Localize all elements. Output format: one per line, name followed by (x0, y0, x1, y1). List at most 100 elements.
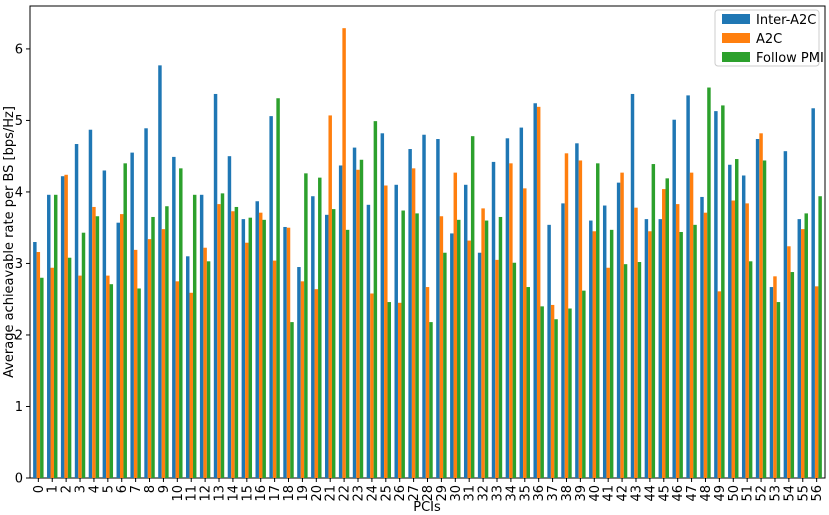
bar-a2c-44 (648, 231, 652, 478)
bar-inter-a2c-40 (589, 220, 593, 479)
bar-a2c-49 (717, 291, 722, 478)
bar-inter-a2c-38 (561, 203, 565, 478)
x-tick-label: 7 (129, 485, 144, 493)
x-tick-label: 31 (463, 485, 478, 502)
x-tick-label: 24 (365, 485, 380, 502)
legend-label: Inter-A2C (756, 13, 816, 28)
bar-follow-pmi-24 (373, 121, 378, 478)
x-tick-label: 29 (435, 485, 450, 502)
x-tick-label: 41 (602, 485, 617, 502)
bar-follow-pmi-45 (665, 178, 669, 478)
bar-a2c-16 (258, 212, 263, 478)
x-tick-label: 1 (46, 485, 61, 493)
y-tick-label: 1 (15, 400, 23, 415)
y-tick-label: 3 (15, 257, 23, 272)
bar-a2c-22 (342, 28, 346, 478)
x-tick-label: 8 (143, 485, 158, 493)
x-tick-label: 28 (421, 485, 436, 502)
bar-inter-a2c-42 (616, 182, 621, 478)
y-tick-label: 5 (15, 114, 23, 129)
bar-follow-pmi-35 (526, 287, 530, 478)
bar-follow-pmi-38 (568, 308, 572, 478)
bar-follow-pmi-54 (790, 272, 795, 478)
bar-follow-pmi-18 (290, 322, 294, 478)
bar-follow-pmi-51 (748, 261, 753, 478)
bar-inter-a2c-33 (491, 161, 496, 478)
x-tick-label: 13 (213, 485, 228, 502)
bar-inter-a2c-44 (644, 219, 649, 478)
y-tick-label: 4 (15, 185, 23, 200)
bar-inter-a2c-15 (241, 219, 246, 478)
bar-a2c-10 (175, 281, 180, 478)
bar-inter-a2c-16 (255, 201, 259, 479)
bar-follow-pmi-10 (179, 168, 183, 478)
bar-inter-a2c-13 (213, 93, 218, 479)
bar-a2c-26 (397, 302, 402, 478)
bar-follow-pmi-6 (123, 163, 127, 478)
x-tick-label: 6 (115, 485, 130, 493)
bar-follow-pmi-21 (331, 209, 336, 478)
bar-inter-a2c-51 (741, 175, 746, 479)
x-tick-label: 22 (338, 485, 353, 502)
bar-follow-pmi-4 (95, 216, 100, 478)
x-tick-label: 54 (782, 485, 797, 502)
bar-a2c-50 (731, 200, 735, 478)
x-tick-label: 46 (671, 485, 686, 502)
bar-inter-a2c-46 (672, 119, 676, 479)
bar-follow-pmi-46 (679, 231, 683, 478)
bar-inter-a2c-4 (88, 129, 93, 478)
bar-inter-a2c-19 (297, 267, 301, 478)
bar-follow-pmi-8 (151, 216, 155, 478)
bar-inter-a2c-30 (450, 233, 454, 478)
bar-a2c-29 (439, 216, 444, 478)
bar-a2c-12 (203, 247, 207, 478)
bar-a2c-37 (550, 304, 555, 478)
bar-a2c-51 (745, 203, 749, 478)
x-tick-label: 20 (310, 485, 325, 502)
x-tick-label: 39 (574, 485, 589, 502)
x-tick-label: 25 (379, 485, 394, 502)
x-axis-label: PCIs (413, 500, 441, 515)
bar-a2c-18 (286, 227, 291, 478)
bar-inter-a2c-22 (338, 165, 343, 479)
x-tick-label: 18 (282, 485, 297, 502)
bar-a2c-52 (759, 133, 763, 479)
x-tick-label: 34 (504, 485, 519, 502)
bar-a2c-53 (773, 276, 777, 478)
bar-a2c-42 (620, 172, 624, 478)
x-tick-label: 14 (226, 485, 241, 502)
x-tick-label: 11 (185, 485, 200, 502)
bar-a2c-0 (36, 252, 41, 478)
bar-follow-pmi-12 (206, 261, 211, 478)
bar-a2c-8 (147, 239, 152, 478)
x-tick-label: 37 (546, 485, 561, 502)
bar-a2c-32 (481, 208, 485, 478)
bar-follow-pmi-25 (387, 302, 392, 478)
bar-inter-a2c-18 (283, 226, 287, 478)
bar-follow-pmi-39 (582, 290, 586, 478)
bar-inter-a2c-47 (686, 95, 690, 478)
bar-inter-a2c-56 (811, 108, 815, 479)
bar-follow-pmi-41 (609, 229, 614, 478)
bar-a2c-31 (467, 240, 471, 478)
x-tick-label: 33 (490, 485, 505, 502)
bar-follow-pmi-50 (735, 159, 739, 479)
bar-inter-a2c-53 (769, 287, 774, 478)
bar-a2c-33 (495, 259, 499, 478)
bar-follow-pmi-7 (137, 288, 141, 478)
bar-follow-pmi-0 (40, 277, 44, 478)
x-tick-label: 43 (629, 485, 644, 502)
bar-follow-pmi-49 (721, 105, 725, 478)
x-tick-label: 53 (768, 485, 783, 502)
y-tick-label: 2 (15, 328, 23, 343)
x-tick-label: 55 (796, 485, 811, 502)
bar-follow-pmi-13 (220, 193, 225, 478)
x-tick-label: 47 (685, 485, 700, 502)
bar-inter-a2c-31 (463, 184, 468, 479)
bar-a2c-39 (578, 160, 583, 478)
bar-a2c-11 (189, 292, 193, 478)
bar-inter-a2c-10 (172, 156, 176, 478)
bar-inter-a2c-14 (227, 156, 232, 478)
